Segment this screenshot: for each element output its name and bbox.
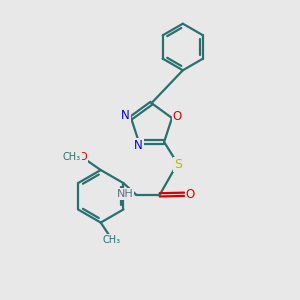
- Text: O: O: [79, 152, 88, 162]
- Text: N: N: [134, 139, 142, 152]
- Text: S: S: [174, 158, 182, 171]
- Text: O: O: [185, 188, 195, 201]
- Text: N: N: [121, 109, 130, 122]
- Text: CH₃: CH₃: [102, 235, 120, 244]
- Text: CH₃: CH₃: [63, 152, 81, 162]
- Text: NH: NH: [117, 189, 134, 199]
- Text: O: O: [173, 110, 182, 123]
